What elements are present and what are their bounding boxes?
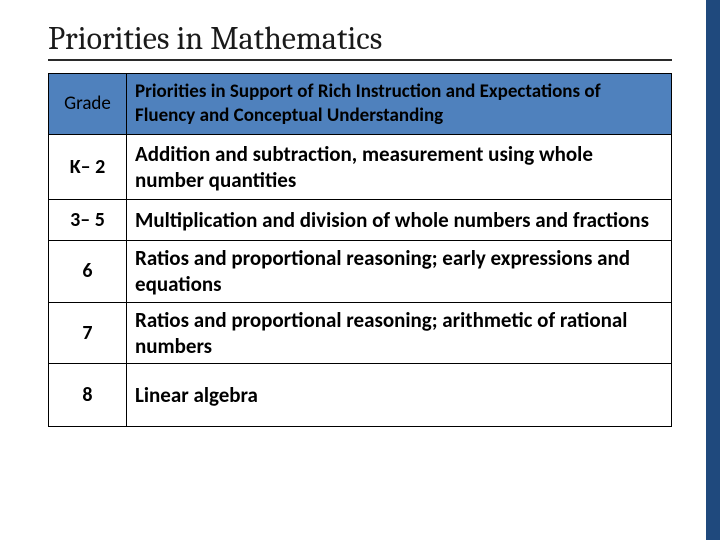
description-cell: Addition and subtraction, measurement us… — [127, 134, 672, 200]
table-row: K– 2 Addition and subtraction, measureme… — [49, 134, 672, 200]
description-cell: Ratios and proportional reasoning; arith… — [127, 302, 672, 364]
grade-cell: 7 — [49, 302, 127, 364]
table-row: 8 Linear algebra — [49, 364, 672, 427]
grade-cell: 3– 5 — [49, 200, 127, 241]
table-header-row: Grade Priorities in Support of Rich Inst… — [49, 74, 672, 135]
header-description: Priorities in Support of Rich Instructio… — [127, 74, 672, 135]
table-row: 7 Ratios and proportional reasoning; ari… — [49, 302, 672, 364]
table-row: 3– 5 Multiplication and division of whol… — [49, 200, 672, 241]
description-cell: Multiplication and division of whole num… — [127, 200, 672, 241]
grade-cell: 8 — [49, 364, 127, 427]
header-grade: Grade — [49, 74, 127, 135]
description-cell: Linear algebra — [127, 364, 672, 427]
priorities-table: Grade Priorities in Support of Rich Inst… — [48, 73, 672, 427]
table-row: 6 Ratios and proportional reasoning; ear… — [49, 241, 672, 303]
grade-cell: K– 2 — [49, 134, 127, 200]
description-cell: Ratios and proportional reasoning; early… — [127, 241, 672, 303]
page-title: Priorities in Mathematics — [48, 20, 672, 61]
grade-cell: 6 — [49, 241, 127, 303]
right-accent-bar — [706, 0, 720, 540]
